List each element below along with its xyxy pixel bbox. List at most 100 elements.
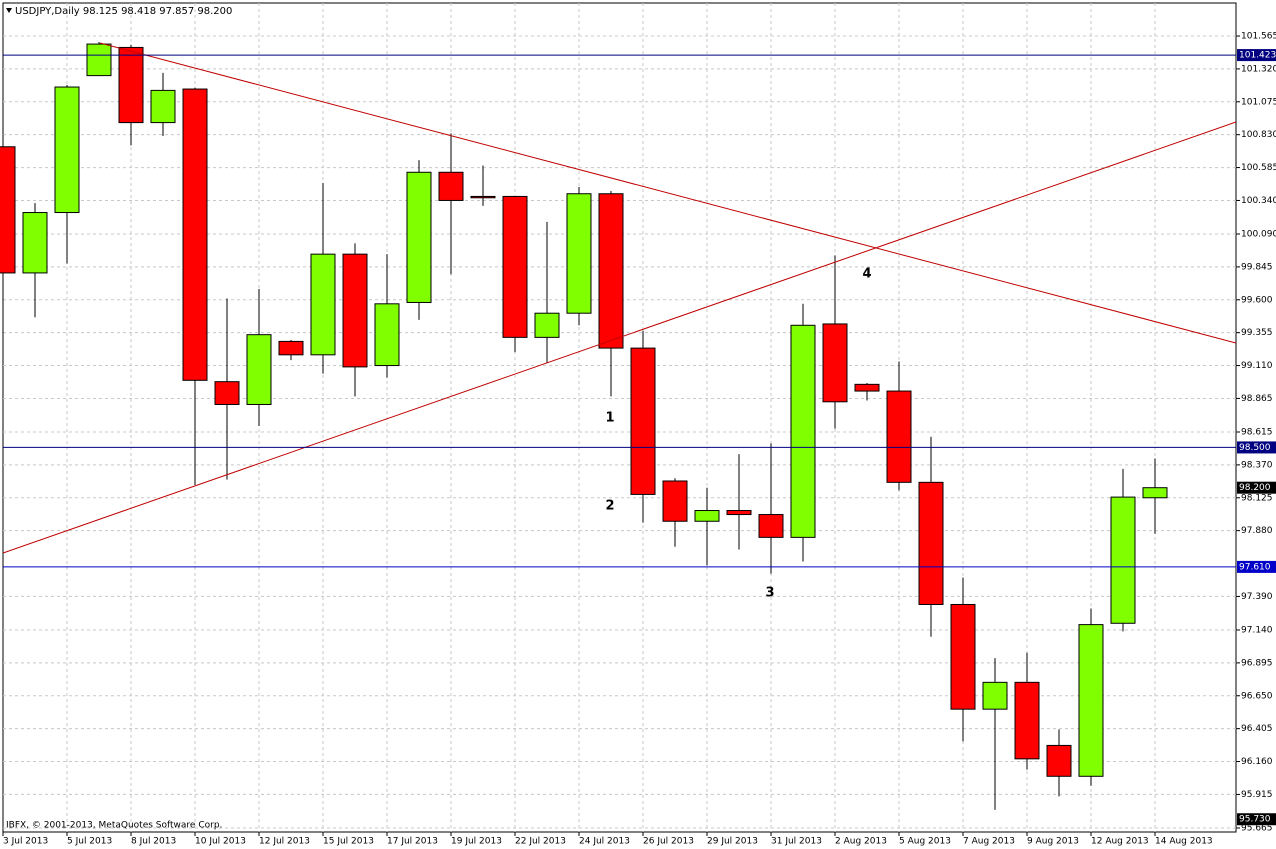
y-tick-label: 101.320: [1241, 64, 1276, 74]
x-tick-label: 9 Aug 2013: [1027, 837, 1079, 847]
level-box: [1237, 49, 1276, 62]
candle-body: [1110, 496, 1136, 624]
candle-body: [822, 323, 848, 403]
candle-body: [1046, 744, 1072, 777]
candle-body: [694, 510, 720, 522]
candle-body: [854, 383, 880, 392]
y-tick-label: 100.585: [1241, 163, 1276, 173]
candle-body: [886, 390, 912, 483]
candle-body: [918, 481, 944, 605]
y-tick-label: 98.865: [1241, 394, 1273, 404]
x-tick-label: 5 Aug 2013: [899, 837, 951, 847]
candle-body: [502, 195, 528, 338]
candle-body: [534, 312, 560, 338]
level-box: [1237, 481, 1276, 494]
y-tick-label: 98.370: [1241, 460, 1273, 470]
y-tick-label: 96.650: [1241, 691, 1273, 701]
candle-body: [662, 480, 688, 522]
x-tick-label: 10 Jul 2013: [195, 837, 246, 847]
y-tick-label: 100.340: [1241, 196, 1276, 206]
x-tick-label: 3 Jul 2013: [3, 837, 48, 847]
candle-body: [310, 253, 336, 356]
candle-body: [1142, 487, 1168, 499]
candle-body: [342, 253, 368, 368]
x-tick-label: 7 Aug 2013: [963, 837, 1015, 847]
candle-body: [22, 212, 48, 274]
footer: IBFX, © 2001-2013, MetaQuotes Software C…: [6, 821, 222, 831]
level-label: 97.610: [1239, 562, 1271, 572]
y-tick-label: 95.915: [1241, 790, 1273, 800]
candle-body: [438, 171, 464, 201]
x-tick-label: 12 Jul 2013: [259, 837, 310, 847]
y-tick-label: 99.110: [1241, 361, 1273, 371]
candles: [0, 42, 1168, 810]
level-label: 95.730: [1239, 815, 1271, 825]
y-tick-label: 101.565: [1241, 32, 1276, 42]
candle-body: [598, 193, 624, 349]
level-box: [1237, 560, 1276, 573]
annotation: 2: [605, 499, 614, 514]
level-label: 98.500: [1239, 443, 1271, 453]
trendlines: [3, 42, 1236, 554]
y-tick-label: 99.355: [1241, 328, 1273, 338]
candle-body: [406, 171, 432, 303]
y-tick-label: 100.830: [1241, 130, 1276, 140]
annotation: 4: [862, 267, 871, 282]
x-tick-label: 15 Jul 2013: [323, 837, 374, 847]
candle-body: [54, 86, 80, 214]
x-tick-label: 22 Jul 2013: [515, 837, 566, 847]
x-tick-label: 5 Jul 2013: [67, 837, 112, 847]
candle-body: [150, 89, 176, 124]
x-tick-label: 17 Jul 2013: [387, 837, 438, 847]
y-tick-label: 95.665: [1241, 823, 1273, 833]
candle-body: [566, 193, 592, 314]
annotation: 1: [605, 411, 614, 426]
candle-body: [950, 603, 976, 710]
candle-body: [982, 681, 1008, 710]
annotation: 3: [765, 586, 774, 601]
candle-body: [118, 46, 144, 124]
y-tick-label: 96.405: [1241, 724, 1273, 734]
y-tick-label: 97.880: [1241, 526, 1273, 536]
levels: 101.423 98.500 97.610 98.200 95.730: [3, 49, 1276, 826]
level-box: [1237, 441, 1276, 454]
candle-body: [630, 347, 656, 495]
y-tick-label: 100.090: [1241, 230, 1276, 240]
x-tick-label: 29 Jul 2013: [707, 837, 758, 847]
y-tick-label: 98.125: [1241, 493, 1273, 503]
y-tick-label: 96.160: [1241, 757, 1273, 767]
y-tick-label: 97.140: [1241, 625, 1273, 635]
candle-body: [758, 514, 784, 538]
x-tick-label: 19 Jul 2013: [451, 837, 502, 847]
trendline: [99, 42, 1236, 344]
candle-body: [374, 303, 400, 367]
level-label: 98.200: [1239, 483, 1271, 493]
x-tick-label: 12 Aug 2013: [1091, 837, 1149, 847]
x-tick-label: 14 Aug 2013: [1155, 837, 1213, 847]
candle-body: [470, 195, 496, 199]
candle-body: [1078, 624, 1104, 777]
x-tick-label: 2 Aug 2013: [835, 837, 887, 847]
candle-body: [246, 334, 272, 405]
x-tick-label: 8 Jul 2013: [131, 837, 176, 847]
chart-title: USDJPY,Daily 98.125 98.418 97.857 98.200: [15, 6, 232, 17]
candle-body: [278, 340, 304, 356]
candle-body: [214, 381, 240, 405]
level-box: [1237, 813, 1276, 826]
y-tick-label: 99.600: [1241, 295, 1273, 305]
y-tick-label: 99.845: [1241, 262, 1273, 272]
trendline: [3, 121, 1236, 554]
header-arrow: [6, 8, 12, 13]
x-tick-label: 31 Jul 2013: [771, 837, 822, 847]
x-tick-label: 24 Jul 2013: [579, 837, 630, 847]
y-tick-label: 98.615: [1241, 427, 1273, 437]
level-label: 101.423: [1239, 51, 1276, 61]
candle-body: [86, 43, 112, 77]
candle-body: [726, 510, 752, 516]
y-tick-label: 101.075: [1241, 97, 1276, 107]
candle-body: [790, 324, 816, 538]
x-tick-label: 26 Jul 2013: [643, 837, 694, 847]
candle-body: [182, 88, 208, 381]
y-tick-label: 97.390: [1241, 592, 1273, 602]
